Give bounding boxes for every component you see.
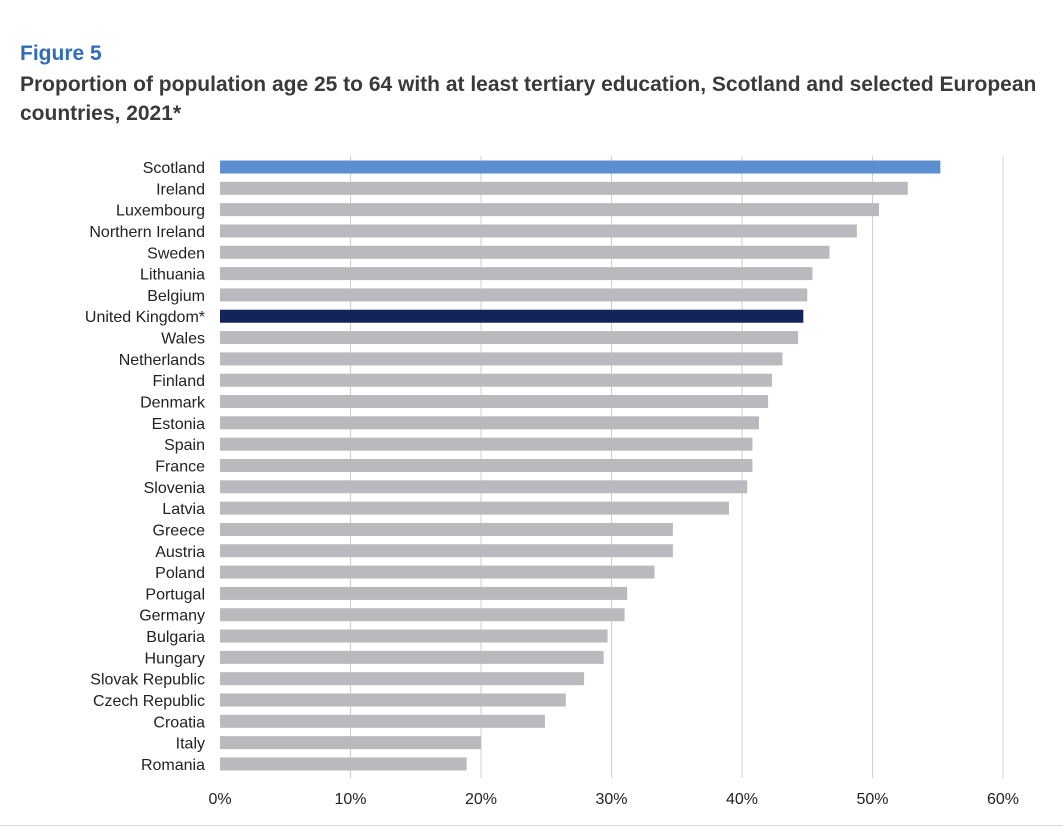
bar-netherlands — [220, 352, 783, 366]
bar-austria — [220, 544, 673, 558]
category-label: Slovak Republic — [90, 672, 205, 689]
category-label: Lithuania — [140, 267, 205, 284]
category-label: Austria — [155, 544, 205, 561]
x-tick-label: 50% — [856, 791, 888, 808]
category-label: Netherlands — [119, 352, 205, 369]
bar-portugal — [220, 586, 628, 600]
category-label: Italy — [176, 736, 205, 753]
bar-belgium — [220, 288, 808, 302]
bar-wales — [220, 331, 799, 345]
bar-scotland — [220, 160, 941, 174]
category-label: Bulgaria — [146, 629, 205, 646]
x-tick-label: 30% — [595, 791, 627, 808]
category-label: Poland — [155, 565, 205, 582]
bar-czech-republic — [220, 693, 566, 707]
bar-italy — [220, 736, 481, 750]
bar-sweden — [220, 245, 830, 259]
chart-title: Proportion of population age 25 to 64 wi… — [20, 73, 1037, 125]
bar-lithuania — [220, 267, 813, 281]
category-label: Czech Republic — [93, 693, 205, 710]
category-label: United Kingdom* — [85, 309, 205, 326]
bar-luxembourg — [220, 203, 880, 217]
bar-france — [220, 458, 753, 472]
bar-latvia — [220, 501, 729, 515]
bar-slovenia — [220, 480, 748, 494]
bar-ireland — [220, 181, 908, 195]
category-label: Germany — [139, 608, 205, 625]
category-label: Croatia — [153, 714, 205, 731]
category-label: Sweden — [147, 245, 205, 262]
category-label: Scotland — [143, 160, 205, 177]
bar-germany — [220, 608, 625, 622]
bar-finland — [220, 373, 773, 387]
category-label: Wales — [161, 331, 205, 348]
category-label: Spain — [164, 437, 205, 454]
category-label: Slovenia — [144, 480, 205, 497]
bar-bulgaria — [220, 629, 608, 643]
category-label: Romania — [141, 757, 205, 774]
x-tick-label: 10% — [334, 791, 366, 808]
category-label: France — [155, 458, 205, 475]
category-label: Ireland — [156, 181, 205, 198]
x-tick-labels: 0% 10% 20% 30% 40% 50% 60% — [208, 791, 1019, 808]
bar-united-kingdom — [220, 309, 804, 323]
category-label: Latvia — [162, 501, 205, 518]
category-label: Estonia — [152, 416, 205, 433]
x-tick-label: 40% — [726, 791, 758, 808]
bar-hungary — [220, 650, 604, 664]
bar-poland — [220, 565, 655, 579]
category-label: Belgium — [147, 288, 205, 305]
x-tick-label: 60% — [987, 791, 1019, 808]
figure-label: Figure 5 — [20, 42, 102, 65]
bottom-divider — [0, 825, 1063, 826]
category-label: Luxembourg — [116, 203, 205, 220]
x-tick-label: 20% — [465, 791, 497, 808]
bar-romania — [220, 757, 467, 771]
category-label: Northern Ireland — [89, 224, 205, 241]
bar-slovak-republic — [220, 672, 585, 686]
category-label: Denmark — [140, 395, 206, 412]
bar-greece — [220, 522, 673, 536]
category-labels: Scotland Ireland Luxembourg Northern Irelan… — [85, 160, 206, 774]
category-label: Finland — [153, 373, 205, 390]
x-tick-label: 0% — [208, 791, 231, 808]
category-label: Hungary — [145, 650, 205, 667]
category-label: Portugal — [145, 586, 205, 603]
bar-denmark — [220, 395, 769, 409]
category-label: Greece — [153, 522, 206, 539]
bar-estonia — [220, 416, 759, 430]
bar-spain — [220, 437, 753, 451]
bars — [220, 160, 941, 771]
bar-croatia — [220, 714, 545, 728]
bar-northern-ireland — [220, 224, 857, 238]
